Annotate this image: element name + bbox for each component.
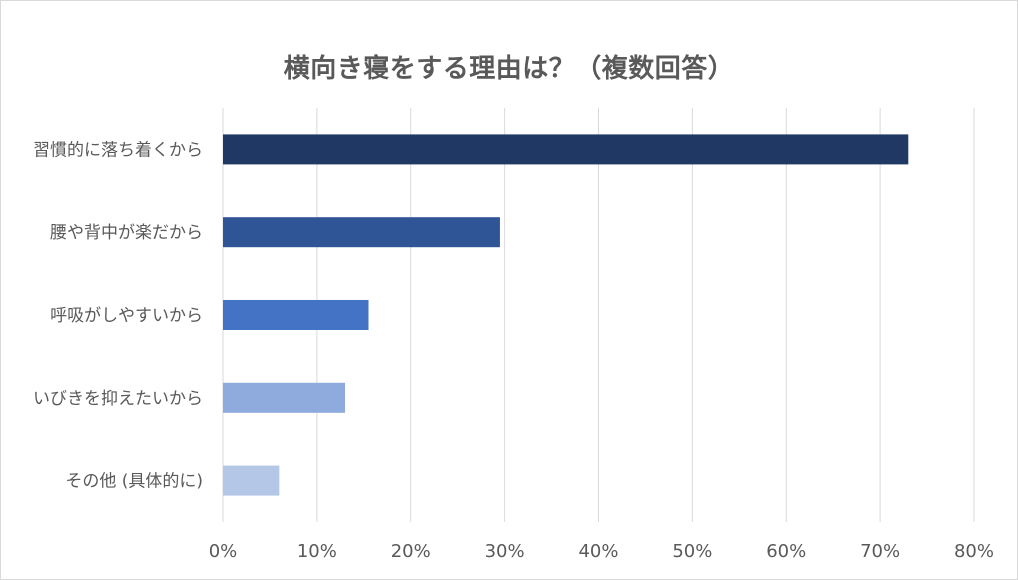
x-tick-label: 60% [766, 541, 806, 562]
x-tick-label: 40% [578, 541, 618, 562]
category-label: その他 (具体的に) [65, 472, 203, 492]
category-label: 習慣的に落ち着くから [33, 140, 203, 160]
bar [223, 217, 500, 248]
x-tick-label: 10% [297, 541, 337, 562]
x-tick-label: 30% [485, 541, 525, 562]
category-label: いびきを抑えたいから [33, 389, 203, 409]
gridlines [222, 108, 975, 522]
x-tick-label: 70% [860, 541, 900, 562]
bar [223, 134, 909, 165]
category-labels: 習慣的に落ち着くから腰や背中が楽だから呼吸がしやすいからいびきを抑えたいからその… [33, 140, 203, 491]
bar [223, 465, 280, 496]
x-tick-label: 50% [672, 541, 712, 562]
category-label: 呼吸がしやすいから [50, 306, 203, 326]
x-tick-label: 0% [209, 541, 238, 562]
x-tick-label: 20% [391, 541, 431, 562]
x-tick-labels: 0% 10% 20% 30% 40% 50% 60% 70% 80% [209, 541, 994, 562]
bars [223, 134, 909, 496]
bar [223, 382, 346, 413]
category-label: 腰や背中が楽だから [50, 223, 203, 243]
chart-title: 横向き寝をする理由は？（複数回答） [283, 54, 735, 84]
bar [223, 300, 369, 330]
x-tick-label: 80% [954, 541, 994, 562]
